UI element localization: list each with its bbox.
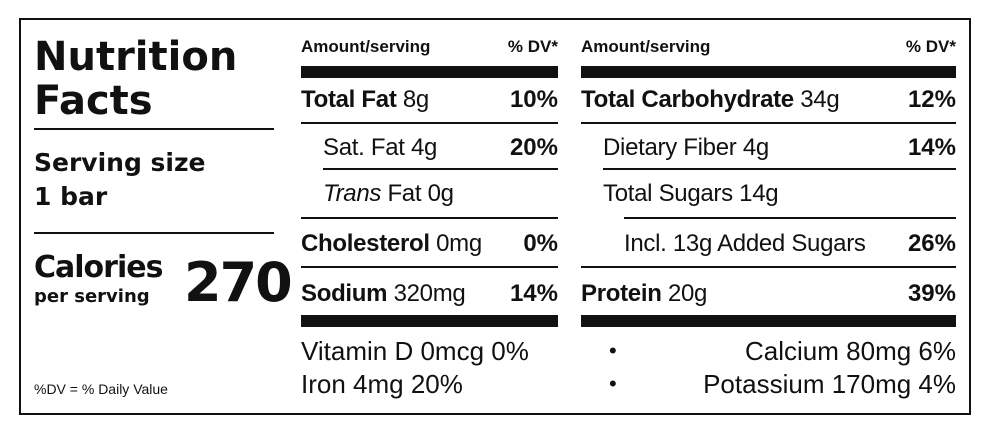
title-line-1: Nutrition xyxy=(34,34,238,80)
serving-size-label: Serving size xyxy=(34,148,206,177)
protein-dv: 39% xyxy=(908,280,956,308)
divider-fat xyxy=(301,122,558,124)
sat-fat-dv: 20% xyxy=(510,134,558,162)
cholesterol-name: Cholesterol xyxy=(301,230,430,257)
divider-carb xyxy=(581,122,956,124)
right-thick-bar-bottom xyxy=(581,315,956,327)
sat-fat-amount: 4g xyxy=(404,134,438,161)
divider-serving xyxy=(34,232,274,234)
calcium-line: Calcium 80mg 6% xyxy=(745,336,956,366)
fiber-amount: 4g xyxy=(736,134,769,161)
trans-fat-name: Fat xyxy=(381,180,422,207)
protein-dv-value: 39% xyxy=(907,280,956,307)
bullet-icon: • xyxy=(609,338,617,363)
row-dietary-fiber: Dietary Fiber 4g xyxy=(603,134,769,162)
sodium-amount: 320mg xyxy=(387,280,466,307)
cholesterol-amount: 0mg xyxy=(429,230,482,257)
calories-label: Calories xyxy=(34,250,163,285)
added-sugars-dv: 26% xyxy=(908,230,956,258)
title-line-2: Facts xyxy=(34,78,153,124)
total-carb-dv: 12% xyxy=(908,86,956,114)
divider-added-sugars xyxy=(581,266,956,268)
dv-footnote: %DV = % Daily Value xyxy=(34,381,168,397)
divider-cholesterol xyxy=(301,266,558,268)
protein-name: Protein xyxy=(581,280,662,307)
divider-trans-fat xyxy=(301,217,558,219)
divider-fiber xyxy=(603,168,956,170)
total-carb-dv-value: 12% xyxy=(907,86,956,113)
sodium-dv: 14% xyxy=(510,280,558,308)
cholesterol-dv-value: 0% xyxy=(523,230,558,257)
divider-sugars xyxy=(624,217,956,219)
total-fat-dv: 10% xyxy=(510,86,558,114)
total-fat-name: Total Fat xyxy=(301,86,397,113)
cholesterol-dv: 0% xyxy=(523,230,558,258)
fiber-name: Dietary Fiber xyxy=(603,134,737,161)
right-thick-bar-top xyxy=(581,66,956,78)
sat-fat-name: Sat. Fat xyxy=(323,134,405,161)
row-sodium: Sodium 320mg xyxy=(301,280,466,308)
nutrition-facts-panel xyxy=(19,18,971,415)
calories-value: 270 xyxy=(184,251,293,314)
left-header-dv: % DV* xyxy=(507,37,558,56)
vitamin-d-line: Vitamin D 0mcg 0% xyxy=(301,336,529,366)
row-sat-fat: Sat. Fat 4g xyxy=(323,134,437,162)
left-thick-bar-bottom xyxy=(301,315,558,327)
right-header-amount: Amount/serving xyxy=(581,37,711,56)
added-sugars-dv-value: 26% xyxy=(907,230,956,257)
fiber-dv-value: 14% xyxy=(907,134,956,161)
row-added-sugars: Incl. 13g Added Sugars xyxy=(624,230,866,258)
sugars-name: Total Sugars xyxy=(603,180,733,207)
row-total-sugars: Total Sugars 14g xyxy=(603,180,779,208)
row-total-fat: Total Fat 8g xyxy=(301,86,429,114)
iron-line: Iron 4mg 20% xyxy=(301,369,463,399)
bullet-icon: • xyxy=(609,371,617,396)
total-fat-dv-value: 10% xyxy=(509,86,558,113)
divider-sat-fat xyxy=(323,168,558,170)
total-carb-amount: 34g xyxy=(793,86,840,113)
right-header-dv: % DV* xyxy=(905,37,956,56)
calories-sub-label: per serving xyxy=(34,286,150,307)
divider-title xyxy=(34,128,274,130)
sugars-amount: 14g xyxy=(732,180,779,207)
total-fat-amount: 8g xyxy=(396,86,429,113)
serving-size-value: 1 bar xyxy=(34,182,108,211)
row-protein: Protein 20g xyxy=(581,280,707,308)
added-sugars-name: Incl. 13g Added Sugars xyxy=(624,230,866,257)
sodium-dv-value: 14% xyxy=(509,280,558,307)
row-trans-fat: Trans Fat 0g xyxy=(323,180,454,208)
sat-fat-dv-value: 20% xyxy=(509,134,558,161)
fiber-dv: 14% xyxy=(908,134,956,162)
protein-amount: 20g xyxy=(661,280,708,307)
row-cholesterol: Cholesterol 0mg xyxy=(301,230,482,258)
total-carb-name: Total Carbohydrate xyxy=(581,86,794,113)
trans-fat-italic: Trans xyxy=(323,180,382,207)
potassium-line: Potassium 170mg 4% xyxy=(703,369,956,399)
sodium-name: Sodium xyxy=(301,280,388,307)
left-header-amount: Amount/serving xyxy=(301,37,431,56)
left-thick-bar-top xyxy=(301,66,558,78)
row-total-carbohydrate: Total Carbohydrate 34g xyxy=(581,86,840,114)
trans-fat-amount: 0g xyxy=(421,180,454,207)
